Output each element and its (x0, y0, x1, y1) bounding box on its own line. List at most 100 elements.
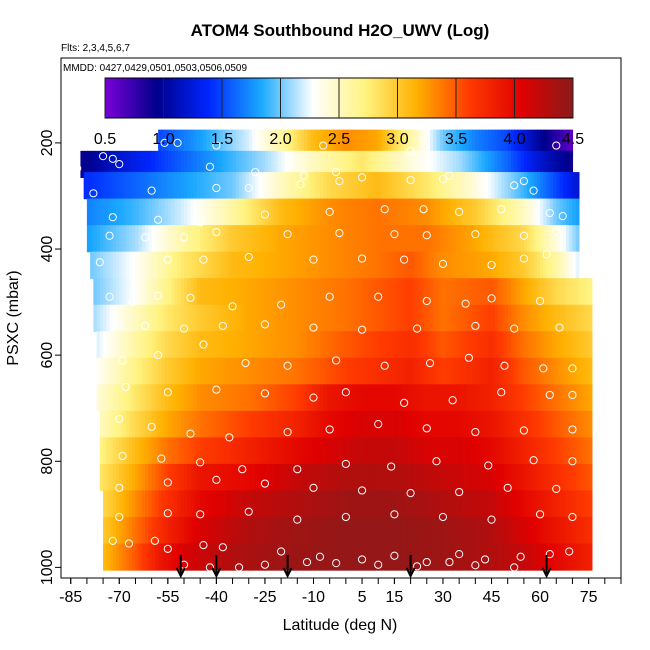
heatmap-cell (556, 384, 561, 412)
heatmap-cell (255, 543, 260, 571)
heatmap-cell (575, 304, 580, 332)
heatmap-cell (433, 490, 438, 518)
heatmap-cell (520, 516, 525, 545)
heatmap-cell (261, 172, 266, 200)
heatmap-cell (219, 278, 224, 306)
heatmap-cell (326, 543, 331, 571)
heatmap-cell (116, 490, 120, 518)
heatmap-cell (326, 516, 331, 545)
heatmap-cell (394, 198, 399, 226)
heatmap-cell (164, 331, 169, 359)
heatmap-cell (216, 304, 221, 332)
heatmap-cell (226, 543, 230, 571)
heatmap-cell (365, 463, 370, 492)
heatmap-cell (387, 384, 392, 412)
heatmap-cell (455, 490, 460, 518)
heatmap-cell (384, 331, 389, 359)
heatmap-cell (332, 172, 337, 200)
heatmap-cell (284, 304, 289, 332)
heatmap-cell (216, 172, 221, 200)
heatmap-cell (138, 172, 143, 200)
heatmap-cell (459, 129, 463, 157)
observation-point (374, 292, 383, 301)
heatmap-cell (258, 410, 263, 438)
observation-point (196, 218, 205, 227)
observation-point (332, 559, 341, 568)
observation-point (115, 160, 124, 169)
heatmap-cell (358, 225, 363, 253)
observation-point (105, 231, 114, 240)
heatmap-cell (281, 278, 285, 306)
heatmap-cell (546, 437, 551, 465)
heatmap-cell (242, 384, 247, 412)
heatmap-cell (446, 198, 451, 226)
heatmap-cell (452, 516, 457, 545)
heatmap-cell (128, 150, 133, 178)
heatmap-cell (588, 304, 593, 332)
heatmap-cell (481, 278, 486, 306)
heatmap-cell (154, 304, 159, 332)
heatmap-cell (196, 251, 201, 279)
heatmap-cell (368, 384, 373, 412)
heatmap-cell (452, 251, 457, 279)
heatmap-cell (164, 129, 169, 157)
observation-point (332, 356, 341, 365)
heatmap-cell (553, 516, 557, 545)
heatmap-cell (281, 357, 285, 385)
heatmap-cell (540, 278, 544, 306)
heatmap-cell (407, 543, 412, 571)
heatmap-cell (452, 543, 457, 571)
heatmap-cell (326, 357, 331, 385)
heatmap-cell (112, 516, 117, 545)
heatmap-cell (307, 516, 311, 545)
heatmap-cell (281, 410, 285, 438)
observation-point (448, 396, 457, 405)
heatmap-cell (397, 129, 402, 157)
heatmap-cell (154, 331, 159, 359)
heatmap-cell (439, 150, 444, 178)
heatmap-cell (488, 516, 493, 545)
heatmap-cell (271, 463, 276, 492)
heatmap-cell (284, 331, 289, 359)
heatmap-cell (536, 304, 541, 332)
heatmap-cell (290, 410, 295, 438)
heatmap-cell (242, 304, 247, 332)
heatmap-cell (164, 463, 169, 492)
heatmap-cell (116, 172, 120, 200)
heatmap-cell (164, 225, 169, 253)
heatmap-cell (187, 278, 192, 306)
heatmap-cell (274, 516, 279, 545)
heatmap-cell (216, 251, 221, 279)
heatmap-cell (546, 331, 551, 359)
heatmap-cell (141, 410, 146, 438)
heatmap-cell (277, 172, 282, 200)
heatmap-cell (404, 198, 408, 226)
heatmap-cell (540, 150, 544, 178)
heatmap-cell (381, 384, 386, 412)
heatmap-cell (430, 150, 434, 178)
heatmap-cell (167, 410, 172, 438)
heatmap-cell (384, 490, 389, 518)
heatmap-cell (394, 150, 399, 178)
heatmap-cell (245, 437, 250, 465)
heatmap-cell (300, 198, 305, 226)
observation-point (519, 426, 528, 435)
heatmap-cell (504, 225, 509, 253)
heatmap-cell (167, 543, 172, 571)
heatmap-cell (184, 437, 188, 465)
heatmap-cell (362, 331, 366, 359)
heatmap-cell (128, 331, 133, 359)
heatmap-cell (400, 150, 405, 178)
heatmap-cell (430, 304, 434, 332)
heatmap-cell (491, 150, 496, 178)
observation-point (380, 361, 389, 370)
heatmap-cell (184, 251, 188, 279)
observation-point (205, 162, 215, 171)
observation-point (497, 205, 506, 214)
heatmap-cell (523, 463, 528, 492)
heatmap-cell (345, 384, 350, 412)
heatmap-cell (122, 543, 127, 571)
heatmap-cell (106, 516, 111, 545)
heatmap-cell (161, 437, 166, 465)
